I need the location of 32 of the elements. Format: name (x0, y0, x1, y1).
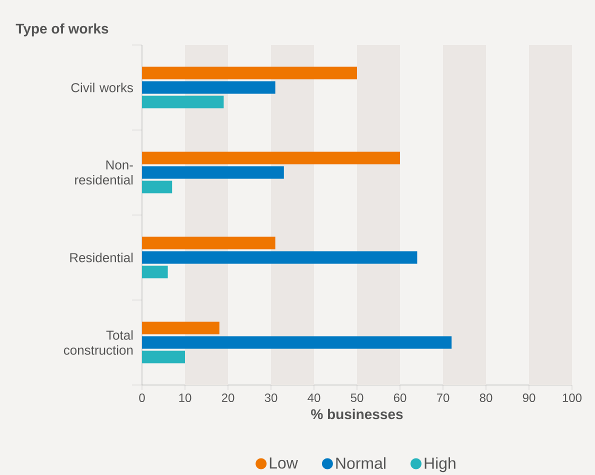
x-tick-label: 10 (179, 394, 192, 402)
bar (142, 66, 357, 80)
y-axis-title: Type of works (16, 23, 108, 36)
legend-label: Low (270, 457, 298, 469)
y-tick-label: Non-residential (75, 160, 133, 185)
bar (142, 236, 276, 250)
bar (142, 81, 276, 94)
bar (142, 96, 224, 108)
x-tick-label: 50 (350, 394, 364, 402)
bar (142, 322, 220, 334)
y-tick-label: Civil works (71, 82, 133, 92)
bar (142, 166, 284, 179)
legend-label: High (424, 457, 456, 472)
y-tick-label: Residential (70, 252, 133, 262)
x-tick-label: 90 (522, 394, 536, 402)
bar (142, 266, 168, 278)
x-tick-label: 40 (308, 394, 320, 402)
legend-label: Normal (336, 457, 386, 469)
x-tick-label: 60 (394, 394, 406, 402)
x-tick-label: 0 (139, 394, 145, 402)
bar (142, 152, 400, 164)
bar (142, 350, 185, 364)
x-tick-label: 30 (264, 394, 278, 402)
bar (142, 251, 418, 264)
x-axis-title: % businesses (311, 408, 403, 420)
x-tick-label: 20 (222, 394, 234, 402)
x-tick-label: 70 (436, 394, 450, 402)
y-tick-label: Total construction (64, 330, 133, 355)
bar (142, 336, 452, 349)
x-tick-label: 80 (480, 394, 492, 402)
bar (142, 180, 172, 194)
x-tick-label: 100 (562, 394, 582, 402)
